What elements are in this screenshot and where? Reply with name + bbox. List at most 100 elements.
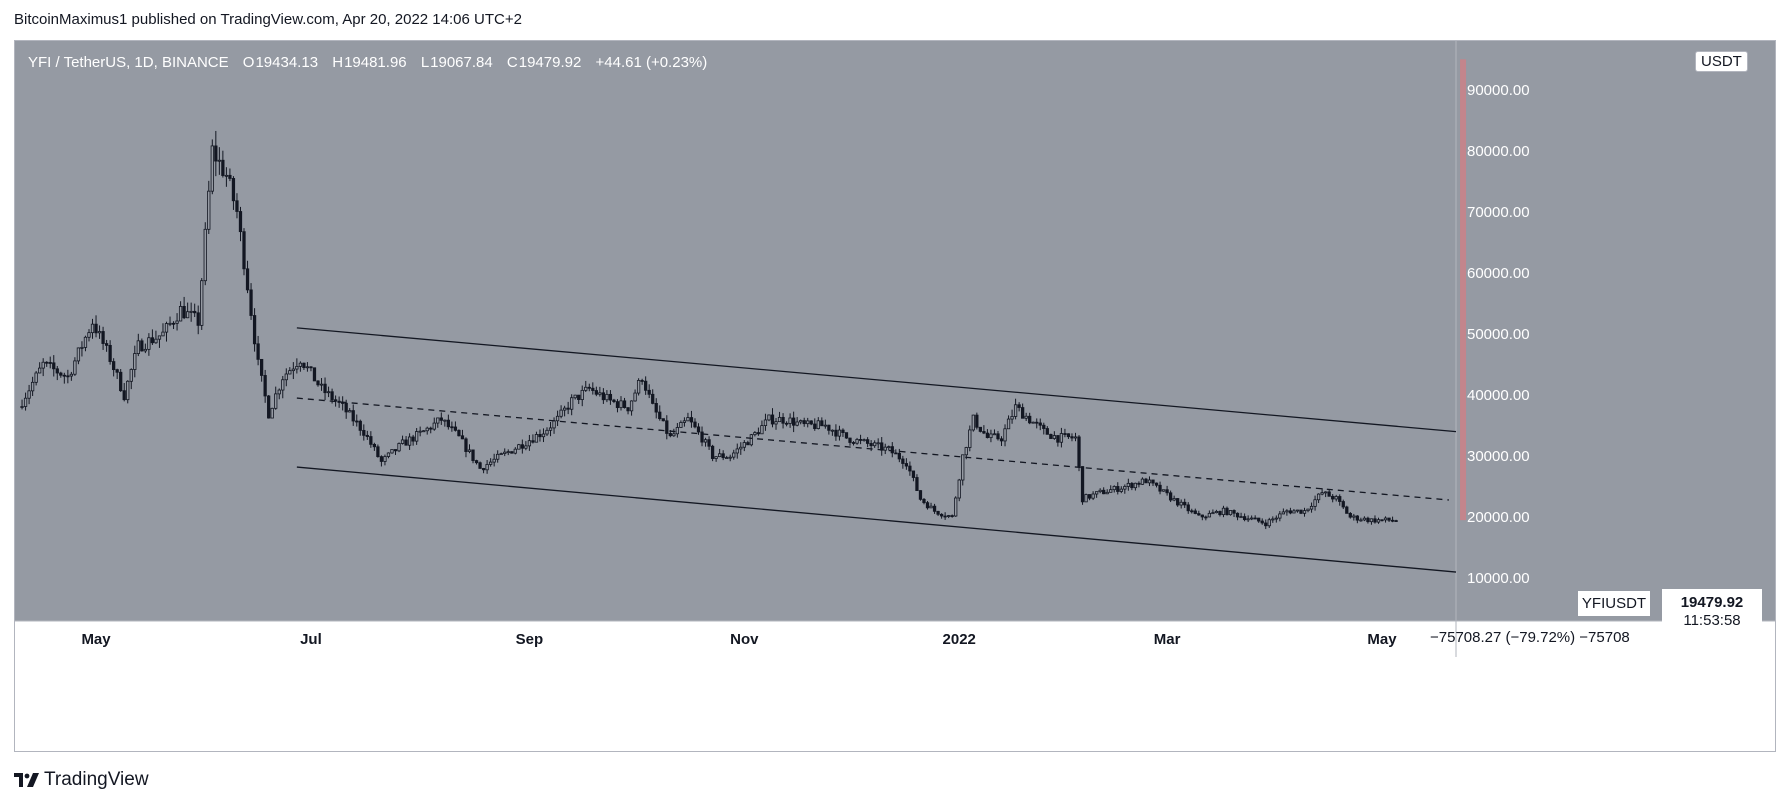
candle [1038,422,1042,426]
candle [858,439,863,441]
candle [80,346,84,349]
channel-midline[interactable] [296,397,1450,501]
candle [1345,506,1349,514]
candle [1073,436,1078,439]
candle [1320,492,1324,495]
candle [365,434,369,437]
currency-button[interactable]: USDT [1695,51,1748,72]
candle [890,446,894,454]
legend-symbol[interactable]: YFI / TetherUS, 1D, BINANCE [28,54,229,71]
candle [629,400,634,412]
candle [485,464,489,471]
candle [1257,517,1261,522]
candle [1021,407,1025,419]
candle [1094,491,1099,495]
candle [182,305,186,319]
candle [446,419,450,428]
candle [1087,494,1092,499]
candle [700,431,704,443]
candle [157,335,162,340]
candle [1052,435,1056,439]
candle [587,386,591,389]
measure-bar[interactable] [1460,59,1467,521]
candle [104,343,109,346]
candle [1366,517,1370,523]
plot-area[interactable] [15,41,1456,621]
tradingview-brand: TradingView [44,769,149,790]
time-axis[interactable] [15,621,1456,657]
candle [150,337,155,344]
candle [288,370,292,375]
candle [133,353,137,370]
candle [66,375,70,378]
candle [721,453,725,459]
candle [281,379,285,391]
x-tick-label: May [81,631,111,648]
candle [968,429,972,448]
candle [429,427,433,430]
channel-lower-line[interactable] [296,466,1457,573]
candle [661,418,665,422]
candle [101,331,105,344]
candle [140,340,144,352]
candle [73,360,77,375]
candle [1239,516,1243,518]
candle [126,380,130,401]
candle [753,432,757,436]
candle [929,505,933,509]
candle [897,452,901,460]
candle [369,436,373,445]
candle [658,411,662,420]
candle [1204,516,1208,519]
candle [506,451,510,454]
candle [703,439,708,443]
candle [887,446,891,449]
candle [1077,436,1081,467]
candle [344,402,348,413]
candle [108,344,112,362]
candle [348,410,352,413]
candle [954,497,958,517]
candle [1324,491,1328,494]
candle [696,426,701,433]
candle [668,433,672,437]
candle [390,449,394,454]
candle [682,420,687,423]
candle [1109,489,1113,493]
candle [1102,489,1106,495]
candle [1271,518,1275,521]
last-price: 19479.92 [1680,594,1744,611]
candle [471,449,475,461]
y-tick-label: 70000.00 [1467,204,1530,221]
candle [200,280,204,326]
candle [844,432,849,439]
candle [570,397,574,410]
candle [598,392,602,395]
price-scale[interactable] [1456,41,1775,621]
candle [460,435,465,440]
candle [1116,486,1120,492]
candle [1123,486,1127,490]
candle [746,442,750,446]
candle [450,426,454,429]
candle [400,439,405,444]
candle [1013,404,1018,417]
candle [636,380,641,394]
candle [1334,496,1338,500]
candle [1063,433,1067,435]
candle [524,445,528,449]
candle [277,389,281,395]
candle [379,456,384,462]
candle [383,456,387,462]
candle [943,515,947,518]
candle [249,289,253,316]
tradingview-logo[interactable]: TradingView [14,769,149,791]
candle [985,432,990,439]
candle [904,463,909,467]
candle [97,331,102,334]
legend-open-label: O [242,54,255,71]
candle [830,429,835,432]
channel-upper-line[interactable] [296,327,1457,433]
candle [799,420,803,423]
